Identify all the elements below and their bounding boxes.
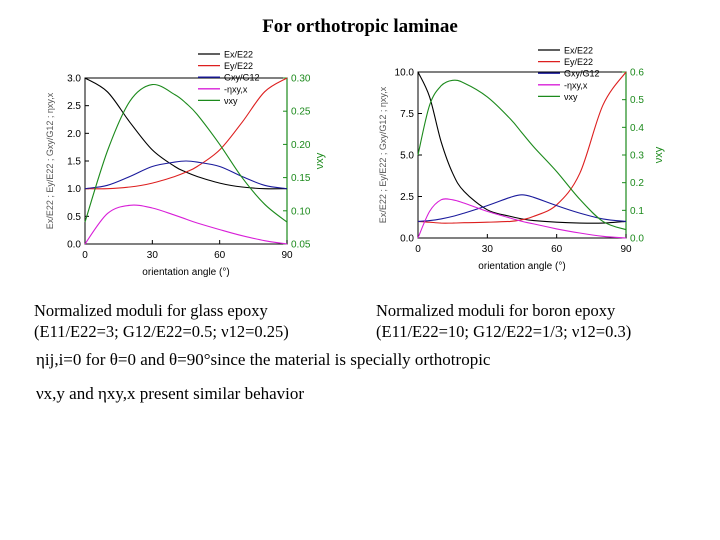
legend-label-3: -ηxy,x — [564, 80, 588, 90]
boron-epoxy-chart: 0 30 60 900.02.55.07.510.00.00.10.20.30.40.… — [378, 46, 665, 273]
legend-label-1: Ey/E22 — [564, 57, 593, 67]
y-right-tick-label: 0.5 — [630, 95, 644, 106]
x-tick-label: 90 — [620, 244, 632, 255]
y-left-tick-label: 2.5 — [400, 192, 414, 203]
page-title: For orthotropic laminae — [262, 16, 458, 37]
similar-behavior-note: νx,y and ηxy,x present similar behavior — [36, 384, 305, 403]
y-left-tick-label: 0.5 — [67, 212, 81, 223]
series-line-2 — [417, 194, 627, 222]
legend-label-0: Ex/E22 — [564, 46, 593, 56]
x-tick-label: 0 — [82, 250, 88, 261]
y-right-tick-label: 0.3 — [630, 151, 644, 162]
y-left-tick-label: 7.5 — [400, 109, 414, 120]
y-left-axis-label: Ex/E22 ; Ey/E22 ; Gxy/G12 ; ηxy,x — [45, 92, 55, 229]
specially-orthotropic-note: ηij,i=0 for θ=0 and θ=90°since the mater… — [36, 350, 491, 369]
x-tick-label: 30 — [147, 250, 159, 261]
y-left-tick-label: 1.0 — [67, 184, 81, 195]
y-left-tick-label: 0.0 — [400, 234, 414, 245]
y-right-tick-label: 0.15 — [291, 173, 311, 184]
x-tick-label: 60 — [551, 244, 563, 255]
series-line-1 — [417, 71, 627, 224]
series-line-3 — [417, 198, 627, 239]
y-left-tick-label: 2.0 — [67, 129, 81, 140]
x-axis-label: orientation angle (°) — [478, 261, 565, 272]
y-right-tick-label: 0.20 — [291, 140, 311, 151]
plot-frame — [417, 71, 627, 239]
x-tick-label: 30 — [482, 244, 494, 255]
y-right-tick-label: 0.0 — [630, 234, 644, 245]
boron-epoxy-caption-params: (E11/E22=10; G12/E22=1/3; ν12=0.3) — [376, 322, 632, 341]
legend-label-2: Gxy/G12 — [564, 69, 600, 79]
y-right-tick-label: 0.10 — [291, 206, 311, 217]
y-left-tick-label: 2.5 — [67, 101, 81, 112]
y-right-tick-label: 0.6 — [630, 68, 644, 79]
y-right-axis-label: νxy — [653, 146, 665, 163]
legend-label-4: νxy — [224, 96, 238, 106]
y-right-tick-label: 0.30 — [291, 74, 311, 85]
series-line-0 — [417, 71, 627, 224]
y-right-tick-label: 0.1 — [630, 206, 644, 217]
legend-label-4: νxy — [564, 92, 578, 102]
x-tick-label: 90 — [281, 250, 293, 261]
y-left-tick-label: 5.0 — [400, 151, 414, 162]
x-axis-label: orientation angle (°) — [142, 267, 229, 278]
series-line-2 — [84, 160, 288, 190]
glass-epoxy-caption: Normalized moduli for glass epoxy (E11/E… — [34, 300, 289, 342]
y-left-tick-label: 0.0 — [67, 240, 81, 251]
boron-epoxy-caption: Normalized moduli for boron epoxy (E11/E… — [376, 300, 631, 342]
y-right-tick-label: 0.05 — [291, 240, 311, 251]
legend-label-2: Gxy/G12 — [224, 73, 260, 83]
y-left-tick-label: 10.0 — [395, 68, 415, 79]
series-line-4 — [84, 84, 288, 223]
boron-epoxy-caption-title: Normalized moduli for boron epoxy — [376, 301, 616, 320]
y-left-tick-label: 1.5 — [67, 157, 81, 168]
y-right-tick-label: 0.25 — [291, 107, 311, 118]
y-right-axis-label: νxy — [314, 152, 326, 169]
y-right-tick-label: 0.2 — [630, 178, 644, 189]
series-line-3 — [84, 204, 288, 245]
series-line-4 — [417, 79, 627, 231]
legend-label-1: Ey/E22 — [224, 61, 253, 71]
x-tick-label: 60 — [214, 250, 226, 261]
glass-epoxy-caption-params: (E11/E22=3; G12/E22=0.5; ν12=0.25) — [34, 322, 289, 341]
glass-epoxy-chart: 0 30 60 90 0.0 0.5 1.0 1.5 2.0 2.5 3.0 0.05 0.10 0.15… — [45, 50, 326, 279]
y-left-tick-label: 3.0 — [67, 74, 81, 85]
legend-label-0: Ex/E22 — [224, 50, 253, 60]
legend-label-3: -ηxy,x — [224, 84, 248, 94]
x-tick-label: 0 — [415, 244, 421, 255]
series-line-1 — [84, 77, 288, 190]
y-right-tick-label: 0.4 — [630, 123, 644, 134]
glass-epoxy-caption-title: Normalized moduli for glass epoxy — [34, 301, 268, 320]
y-left-axis-label: Ex/E22 ; Ey/E22 ; Gxy/G12 ; ηxy,x — [378, 86, 388, 223]
